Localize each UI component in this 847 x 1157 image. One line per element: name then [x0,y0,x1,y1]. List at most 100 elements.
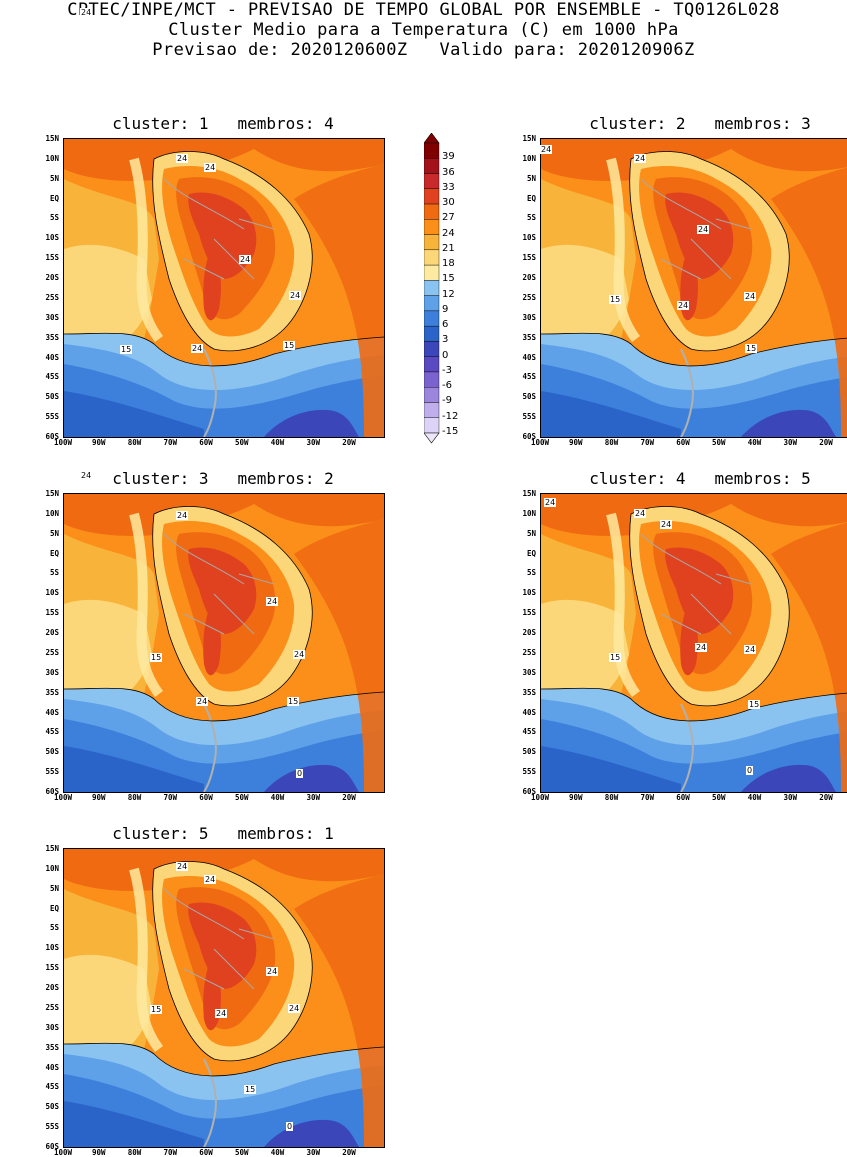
panel-title: cluster: 4 membros: 5 [589,469,811,488]
latitude-tick-label: 15S [522,253,536,263]
latitude-tick-label: 40S [522,707,536,717]
longitude-tick-label: 20W [819,438,833,447]
latitude-tick-label: 55S [45,1122,59,1132]
contour-label: 24 [204,163,217,172]
longitude-tick-label: 90W [91,1148,106,1157]
contour-label: 0 [296,769,304,778]
latitude-tick-label: 45S [522,372,536,382]
latitude-tick-label: 40S [45,352,59,362]
longitude-tick-label: 40W [270,793,285,802]
contour-label: 24 [266,967,279,976]
latitude-tick-label: 15S [522,608,536,618]
contour-label: 15 [609,653,622,662]
latitude-tick-label: 5N [526,528,536,538]
latitude-tick-label: 35S [45,687,59,697]
latitude-tick-label: 15S [45,963,59,973]
colorbar-swatch [423,387,440,403]
panel-title: cluster: 2 membros: 3 [589,114,811,133]
latitude-tick-label: 10S [522,588,536,598]
longitude-tick-label: 60W [676,438,690,447]
contour-label: 24 [660,520,673,529]
colorbar-swatch [423,173,440,189]
longitude-tick-label: 30W [783,438,798,447]
longitude-tick-label: 50W [711,438,726,447]
colorbar-label: -15 [442,426,459,437]
longitude-tick-label: 20W [342,438,356,447]
latitude-tick-label: 25S [522,292,536,302]
latitude-tick-label: 45S [522,727,536,737]
colorbar-label: 21 [442,242,455,254]
colorbar-swatch [423,325,440,342]
latitude-tick-label: 50S [522,392,536,402]
temperature-map [63,848,385,1148]
contour-label: 24 [293,650,306,659]
longitude-tick-label: 30W [306,1148,321,1157]
contour-label: 24 [744,645,757,654]
longitude-tick-label: 50W [234,793,249,802]
latitude-tick-label: 5S [49,213,59,223]
latitude-tick-label: 15N [522,134,536,143]
latitude-tick-label: 20S [45,273,59,283]
contour-label: 15 [150,1005,163,1014]
latitude-tick-label: 20S [45,983,59,993]
contour-label: 15 [244,1085,257,1094]
latitude-tick-label: 10N [522,153,536,163]
colorbar-label: 0 [442,349,449,361]
latitude-tick-label: 40S [522,352,536,362]
longitude-tick-label: 100W [53,1148,73,1157]
latitude-tick-label: 15N [45,134,59,143]
contour-label: 0 [746,766,754,775]
longitude-tick-label: 90W [568,793,583,802]
colorbar-swatch [423,402,440,418]
colorbar-swatch [423,264,440,281]
contour-label: 24 [697,225,710,234]
contour-label: 24 [80,471,93,480]
latitude-tick-label: 15S [45,608,59,618]
latitude-tick-label: 10S [522,233,536,243]
colorbar-label: -9 [442,395,452,407]
longitude-tick-label: 50W [234,438,249,447]
contour-label: 15 [609,295,622,304]
contour-label: 24 [176,862,189,871]
latitude-tick-label: 5S [49,568,59,578]
contour-label: 24 [191,344,204,353]
longitude-tick-label: 80W [604,793,619,802]
latitude-tick-label: EQ [526,548,536,558]
latitude-tick-label: 45S [45,1082,59,1092]
latitude-tick-label: 25S [522,647,536,657]
contour-label: 24 [540,145,553,154]
contour-label: 15 [283,341,296,350]
latitude-tick-label: 20S [45,628,59,638]
latitude-tick-label: 5N [526,173,536,183]
contour-label: 24 [289,291,302,300]
latitude-tick-label: 35S [522,687,536,697]
colorbar-swatch [423,158,440,174]
latitude-tick-label: 40S [45,707,59,717]
contour-label: 24 [544,498,557,507]
colorbar-label: 30 [442,197,455,209]
longitude-tick-label: 40W [270,438,285,447]
longitude-tick-label: 40W [747,793,762,802]
colorbar-swatch [423,295,440,312]
colorbar-swatch [423,249,440,266]
latitude-tick-label: 30S [45,312,59,322]
latitude-tick-label: EQ [526,193,536,203]
longitude-tick-label: 30W [783,793,798,802]
contour-label: 24 [176,154,189,163]
contour-label: 15 [745,344,758,353]
longitude-tick-label: 20W [342,1148,356,1157]
colorbar-label: 12 [442,288,455,300]
latitude-tick-label: 55S [522,412,536,422]
latitude-tick-label: 5S [526,568,536,578]
colorbar-label: 3 [442,334,449,346]
colorbar-label: 6 [442,319,449,331]
longitude-tick-label: 20W [342,793,356,802]
panel-title: cluster: 5 membros: 1 [112,824,334,843]
contour-label: 15 [748,700,761,709]
longitude-tick-label: 30W [306,793,321,802]
latitude-tick-label: 5N [49,173,59,183]
colorbar-label: 39 [442,151,455,163]
latitude-tick-label: 50S [45,1102,59,1112]
latitude-tick-label: 10S [45,943,59,953]
latitude-tick-label: 60S [522,787,536,796]
